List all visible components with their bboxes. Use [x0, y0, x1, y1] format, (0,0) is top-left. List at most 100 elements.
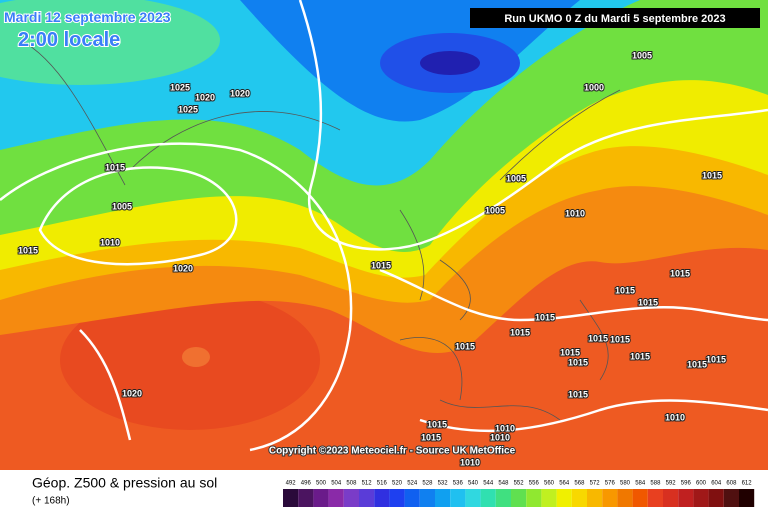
scale-label: 532 — [438, 481, 449, 487]
legend-title: Géop. Z500 & pression au sol — [32, 475, 217, 491]
isobar-label: 1020 — [195, 92, 215, 102]
scale-label: 600 — [696, 481, 707, 487]
isobar-label: 1000 — [584, 82, 604, 92]
isobar-label: 1015 — [706, 354, 726, 364]
scale-label: 560 — [544, 481, 555, 487]
scale-label: 584 — [635, 481, 646, 487]
isobar-label: 1010 — [565, 208, 585, 218]
scale-label: 564 — [559, 481, 570, 487]
scale-swatch — [389, 489, 405, 507]
scale-label: 528 — [422, 481, 433, 487]
isobar-label: 1005 — [632, 50, 652, 60]
scale-swatch — [556, 489, 572, 507]
isobar-label: 1015 — [630, 351, 650, 361]
scale-label: 556 — [529, 481, 540, 487]
scale-label: 504 — [331, 481, 342, 487]
isobar-label: 1020 — [230, 88, 250, 98]
scale-label: 492 — [286, 481, 297, 487]
isobar-label: 1010 — [490, 432, 510, 442]
run-info: Run UKMO 0 Z du Mardi 5 septembre 2023 — [504, 13, 725, 25]
isobar-label: 1020 — [122, 388, 142, 398]
isobar-label: 1015 — [610, 334, 630, 344]
isobar-label: 1015 — [568, 357, 588, 367]
scale-label: 572 — [590, 481, 601, 487]
scale-swatch — [359, 489, 375, 507]
scale-label: 552 — [514, 481, 525, 487]
isobar-label: 1015 — [560, 347, 580, 357]
isobar-label: 1015 — [455, 341, 475, 351]
map — [0, 0, 768, 470]
scale-swatch — [283, 489, 299, 507]
scale-swatch — [693, 489, 709, 507]
scale-swatch — [708, 489, 724, 507]
scale-swatch — [313, 489, 329, 507]
scale-label: 540 — [468, 481, 479, 487]
scale-swatch — [587, 489, 603, 507]
scale-swatch — [617, 489, 633, 507]
scale-swatch — [663, 489, 679, 507]
scale-swatch — [511, 489, 527, 507]
forecast-time: 2:00 locale — [18, 29, 120, 51]
isobar-label: 1020 — [173, 263, 193, 273]
isobar-label: 1025 — [170, 82, 190, 92]
scale-swatch — [328, 489, 344, 507]
isobar-label: 1015 — [427, 419, 447, 429]
scale-swatch — [298, 489, 314, 507]
legend-subtitle: (+ 168h) — [32, 496, 70, 507]
run-box — [470, 8, 760, 28]
isobar-label: 1005 — [485, 205, 505, 215]
scale-swatch — [495, 489, 511, 507]
isobar-label: 1010 — [460, 457, 480, 467]
isobar-label: 1015 — [588, 333, 608, 343]
isobar-label: 1010 — [100, 237, 120, 247]
isobar-label: 1015 — [702, 170, 722, 180]
scale-label: 500 — [316, 481, 327, 487]
scale-swatch — [480, 489, 496, 507]
scale-swatch — [526, 489, 542, 507]
isobar-label: 1025 — [178, 104, 198, 114]
isobar-label: 1015 — [18, 245, 38, 255]
isobar-label: 1015 — [638, 297, 658, 307]
isobar-label: 1015 — [568, 389, 588, 399]
scale-label: 592 — [666, 481, 677, 487]
scale-swatch — [541, 489, 557, 507]
scale-swatch — [602, 489, 618, 507]
scale-label: 596 — [681, 481, 692, 487]
scale-swatch — [465, 489, 481, 507]
isobar-label: 1015 — [510, 327, 530, 337]
scale-swatch — [450, 489, 466, 507]
copyright: Copyright ©2023 Meteociel.fr - Source UK… — [269, 446, 516, 457]
isobar-label: 1015 — [105, 162, 125, 172]
isobar-label: 1015 — [421, 432, 441, 442]
color-scale: 492 496 500 504 508 512 516 520 524 528 532 536 540 5… — [283, 481, 755, 507]
scale-label: 604 — [711, 481, 722, 487]
scale-swatch — [419, 489, 435, 507]
scale-label: 544 — [483, 481, 494, 487]
isobar-label: 1015 — [670, 268, 690, 278]
isobar-label: 1015 — [615, 285, 635, 295]
scale-label: 536 — [453, 481, 464, 487]
scale-swatch — [678, 489, 694, 507]
scale-swatch — [374, 489, 390, 507]
scale-label: 568 — [574, 481, 585, 487]
isobar-label: 1005 — [112, 201, 132, 211]
scale-label: 580 — [620, 481, 631, 487]
scale-label: 512 — [362, 481, 373, 487]
scale-label: 516 — [377, 481, 388, 487]
scale-swatch — [739, 489, 755, 507]
scale-swatch — [647, 489, 663, 507]
scale-label: 608 — [726, 481, 737, 487]
scale-label: 612 — [742, 481, 753, 487]
isobar-labels: 1025 1020 1025 1020 1015 1005 1010 1015 1020 1020… — [17, 49, 727, 468]
scale-label: 520 — [392, 481, 403, 487]
forecast-date: Mardi 12 septembre 2023 — [4, 9, 171, 25]
isobar-label: 1015 — [371, 260, 391, 270]
scale-label: 524 — [407, 481, 418, 487]
scale-label: 588 — [650, 481, 661, 487]
isobar-label: 1010 — [665, 412, 685, 422]
scale-swatch — [404, 489, 420, 507]
scale-label: 508 — [346, 481, 357, 487]
scale-label: 496 — [301, 481, 312, 487]
isobar-label: 1005 — [506, 173, 526, 183]
